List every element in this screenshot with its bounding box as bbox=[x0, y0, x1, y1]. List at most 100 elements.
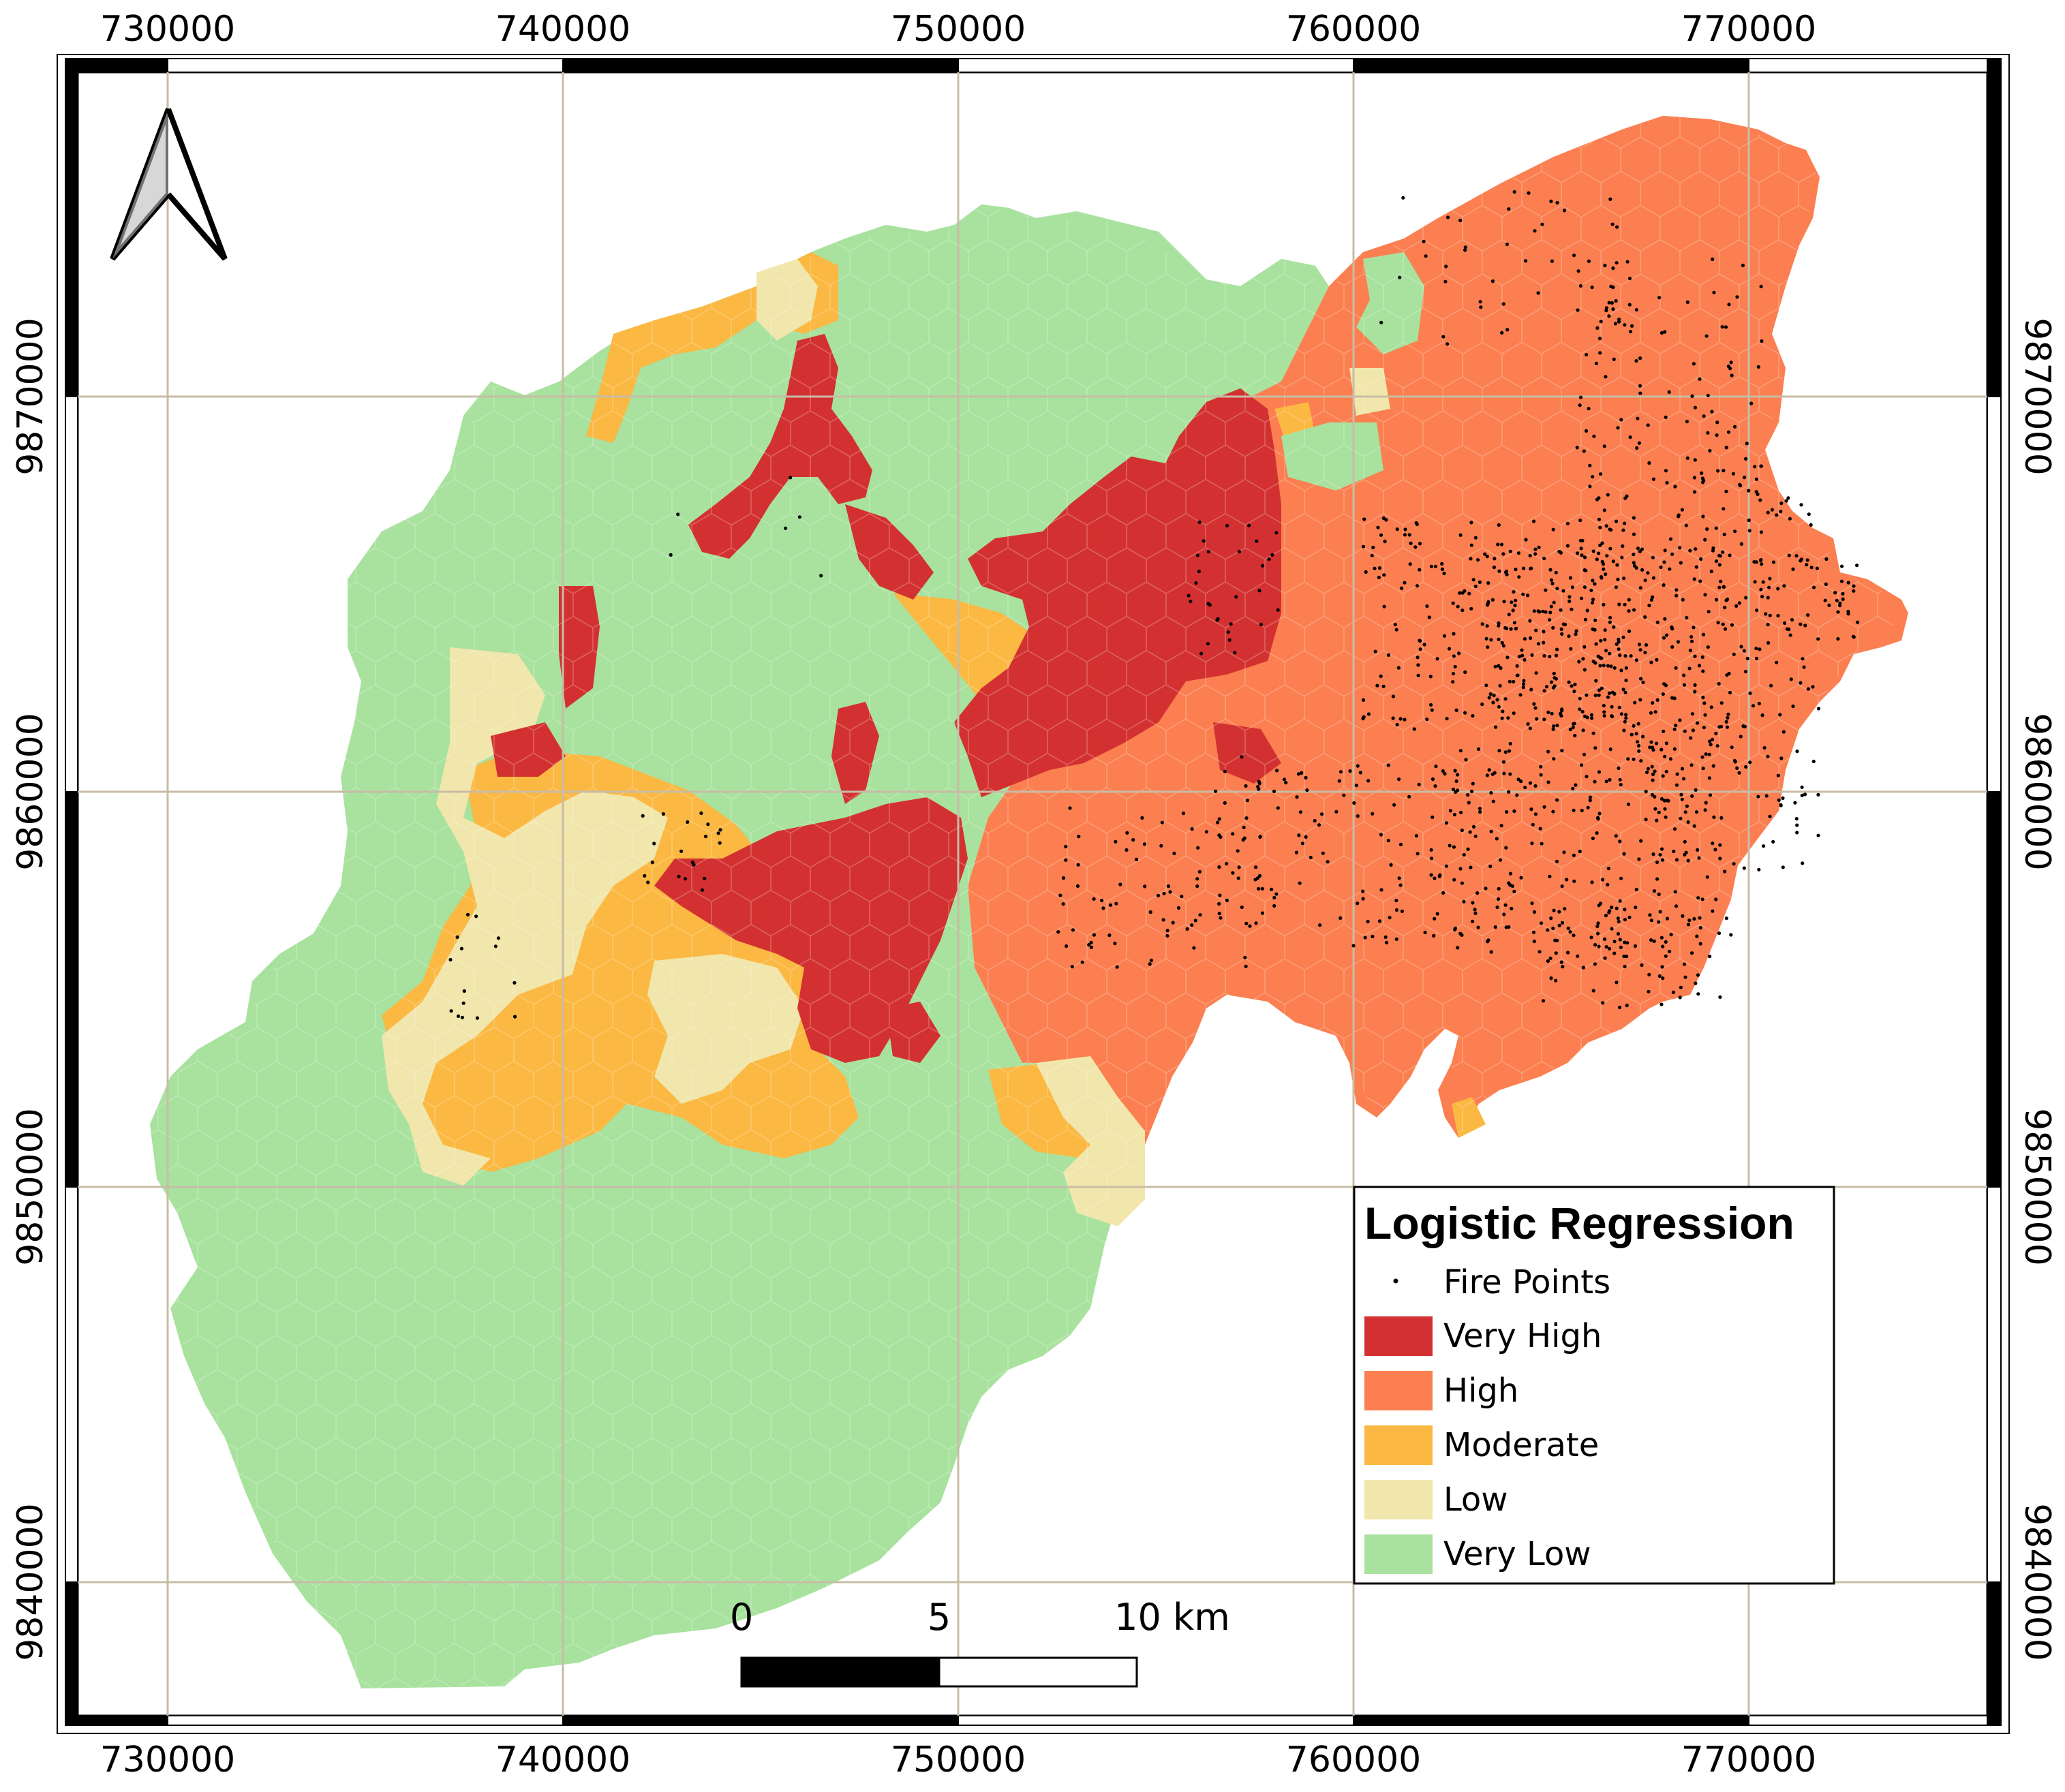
fire-point bbox=[1726, 598, 1730, 602]
fire-point bbox=[1729, 933, 1733, 937]
fire-point bbox=[1469, 865, 1473, 869]
north-arrow-icon bbox=[110, 108, 228, 261]
fire-point bbox=[686, 820, 690, 824]
fire-point bbox=[1107, 933, 1112, 938]
fire-point bbox=[1356, 814, 1360, 818]
fire-point bbox=[1486, 940, 1490, 944]
fire-point bbox=[1722, 532, 1726, 537]
fire-point bbox=[1504, 846, 1508, 850]
fire-point bbox=[1590, 285, 1594, 290]
fire-point bbox=[1663, 549, 1667, 553]
frame-band-right bbox=[1987, 396, 2002, 792]
fire-point bbox=[1653, 807, 1657, 811]
fire-point bbox=[1634, 308, 1638, 312]
fire-point bbox=[706, 822, 710, 827]
fire-point bbox=[1431, 777, 1435, 782]
fire-point bbox=[1549, 578, 1554, 582]
fire-point bbox=[1771, 560, 1776, 564]
fire-point bbox=[1282, 777, 1287, 782]
fire-point bbox=[1661, 692, 1665, 696]
fire-point bbox=[1672, 727, 1677, 731]
fire-point bbox=[1699, 557, 1703, 561]
fire-point bbox=[1737, 771, 1741, 775]
fire-point bbox=[1565, 544, 1570, 548]
fire-point bbox=[1717, 681, 1721, 686]
fire-point bbox=[1762, 745, 1766, 750]
fire-point bbox=[1664, 940, 1668, 944]
fire-point bbox=[1559, 627, 1563, 632]
fire-point bbox=[1546, 780, 1550, 784]
fire-point bbox=[1649, 938, 1653, 942]
fire-point bbox=[1270, 887, 1274, 891]
fire-point bbox=[1724, 325, 1728, 329]
fire-point bbox=[1788, 633, 1792, 637]
fire-point bbox=[1429, 848, 1433, 852]
fire-point bbox=[1294, 850, 1298, 854]
fire-point bbox=[1528, 619, 1532, 623]
fire-point bbox=[1544, 685, 1549, 689]
fire-point bbox=[1602, 704, 1606, 708]
fire-point bbox=[1578, 283, 1582, 288]
fire-point bbox=[1242, 836, 1246, 840]
fire-point bbox=[1803, 792, 1807, 797]
fire-point bbox=[1638, 549, 1642, 554]
fire-point bbox=[1684, 850, 1688, 854]
fire-point bbox=[1609, 284, 1613, 289]
fire-point bbox=[1593, 661, 1597, 665]
fire-point bbox=[1591, 475, 1595, 479]
fire-point bbox=[1464, 758, 1468, 762]
fire-point bbox=[1608, 527, 1612, 531]
fire-point bbox=[1274, 892, 1279, 896]
fire-point bbox=[1677, 513, 1681, 517]
fire-point bbox=[1589, 936, 1593, 940]
fire-point bbox=[1704, 752, 1708, 756]
fire-point bbox=[1542, 640, 1546, 645]
fire-point bbox=[1809, 523, 1813, 527]
fire-point bbox=[1582, 645, 1587, 649]
fire-point bbox=[1716, 621, 1720, 625]
fire-point bbox=[1625, 260, 1630, 264]
fire-point bbox=[1619, 712, 1623, 716]
fire-point bbox=[1768, 814, 1772, 818]
fire-point bbox=[1793, 801, 1797, 805]
fire-point bbox=[1552, 671, 1556, 676]
fire-point bbox=[1800, 785, 1804, 789]
fire-point bbox=[1589, 588, 1593, 592]
fire-point bbox=[1637, 749, 1641, 753]
fire-point bbox=[1539, 764, 1543, 769]
fire-point bbox=[1244, 784, 1248, 788]
fire-point bbox=[1502, 600, 1506, 604]
fire-point bbox=[1714, 731, 1718, 736]
fire-point bbox=[1194, 581, 1198, 585]
fire-point bbox=[1704, 801, 1708, 805]
fire-point bbox=[1555, 798, 1559, 802]
fire-point bbox=[1433, 876, 1437, 880]
coord-label-left: 9870000 bbox=[10, 318, 51, 476]
fire-point bbox=[700, 888, 704, 892]
fire-point bbox=[1610, 690, 1615, 694]
fire-point bbox=[1394, 908, 1398, 912]
fire-point bbox=[1627, 629, 1632, 634]
fire-point bbox=[1568, 576, 1573, 580]
fire-point bbox=[1743, 670, 1748, 674]
fire-point bbox=[1425, 604, 1429, 608]
fire-point bbox=[1092, 933, 1096, 937]
fire-point bbox=[1101, 906, 1105, 910]
fire-point bbox=[1644, 818, 1648, 822]
fire-point bbox=[1801, 657, 1805, 661]
fire-point bbox=[1388, 916, 1392, 920]
fire-point bbox=[1493, 925, 1497, 929]
fire-point bbox=[1430, 708, 1434, 712]
fire-point bbox=[1383, 935, 1388, 939]
fire-point bbox=[1528, 553, 1532, 558]
frame-band-left bbox=[65, 58, 78, 397]
fire-point bbox=[1379, 833, 1383, 837]
fire-point bbox=[1384, 940, 1389, 944]
fire-point bbox=[1548, 568, 1552, 572]
fire-point bbox=[1578, 696, 1582, 700]
fire-point bbox=[1657, 974, 1662, 978]
fire-point bbox=[1217, 901, 1221, 906]
fire-point bbox=[1507, 925, 1511, 929]
fire-point bbox=[1497, 637, 1501, 642]
fire-point bbox=[1535, 717, 1539, 721]
